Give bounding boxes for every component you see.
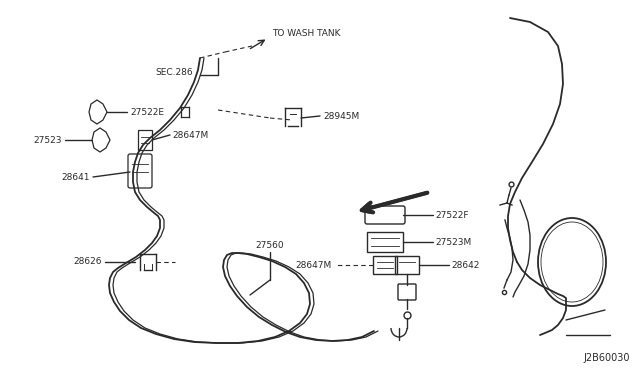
Text: SEC.286: SEC.286 xyxy=(156,67,193,77)
Text: 27560: 27560 xyxy=(255,241,284,250)
Text: 28647M: 28647M xyxy=(296,260,332,269)
Text: 27522E: 27522E xyxy=(130,108,164,116)
Text: 27523M: 27523M xyxy=(435,237,471,247)
Text: TO WASH TANK: TO WASH TANK xyxy=(272,29,340,38)
Text: J2B60030: J2B60030 xyxy=(584,353,630,363)
Text: 28647M: 28647M xyxy=(172,131,208,140)
Text: 28642: 28642 xyxy=(451,260,479,269)
Text: 27523: 27523 xyxy=(33,135,62,144)
Text: 28945M: 28945M xyxy=(323,112,359,121)
Text: 28626: 28626 xyxy=(74,257,102,266)
Text: 27522F: 27522F xyxy=(435,211,468,219)
Text: 28641: 28641 xyxy=(61,173,90,182)
